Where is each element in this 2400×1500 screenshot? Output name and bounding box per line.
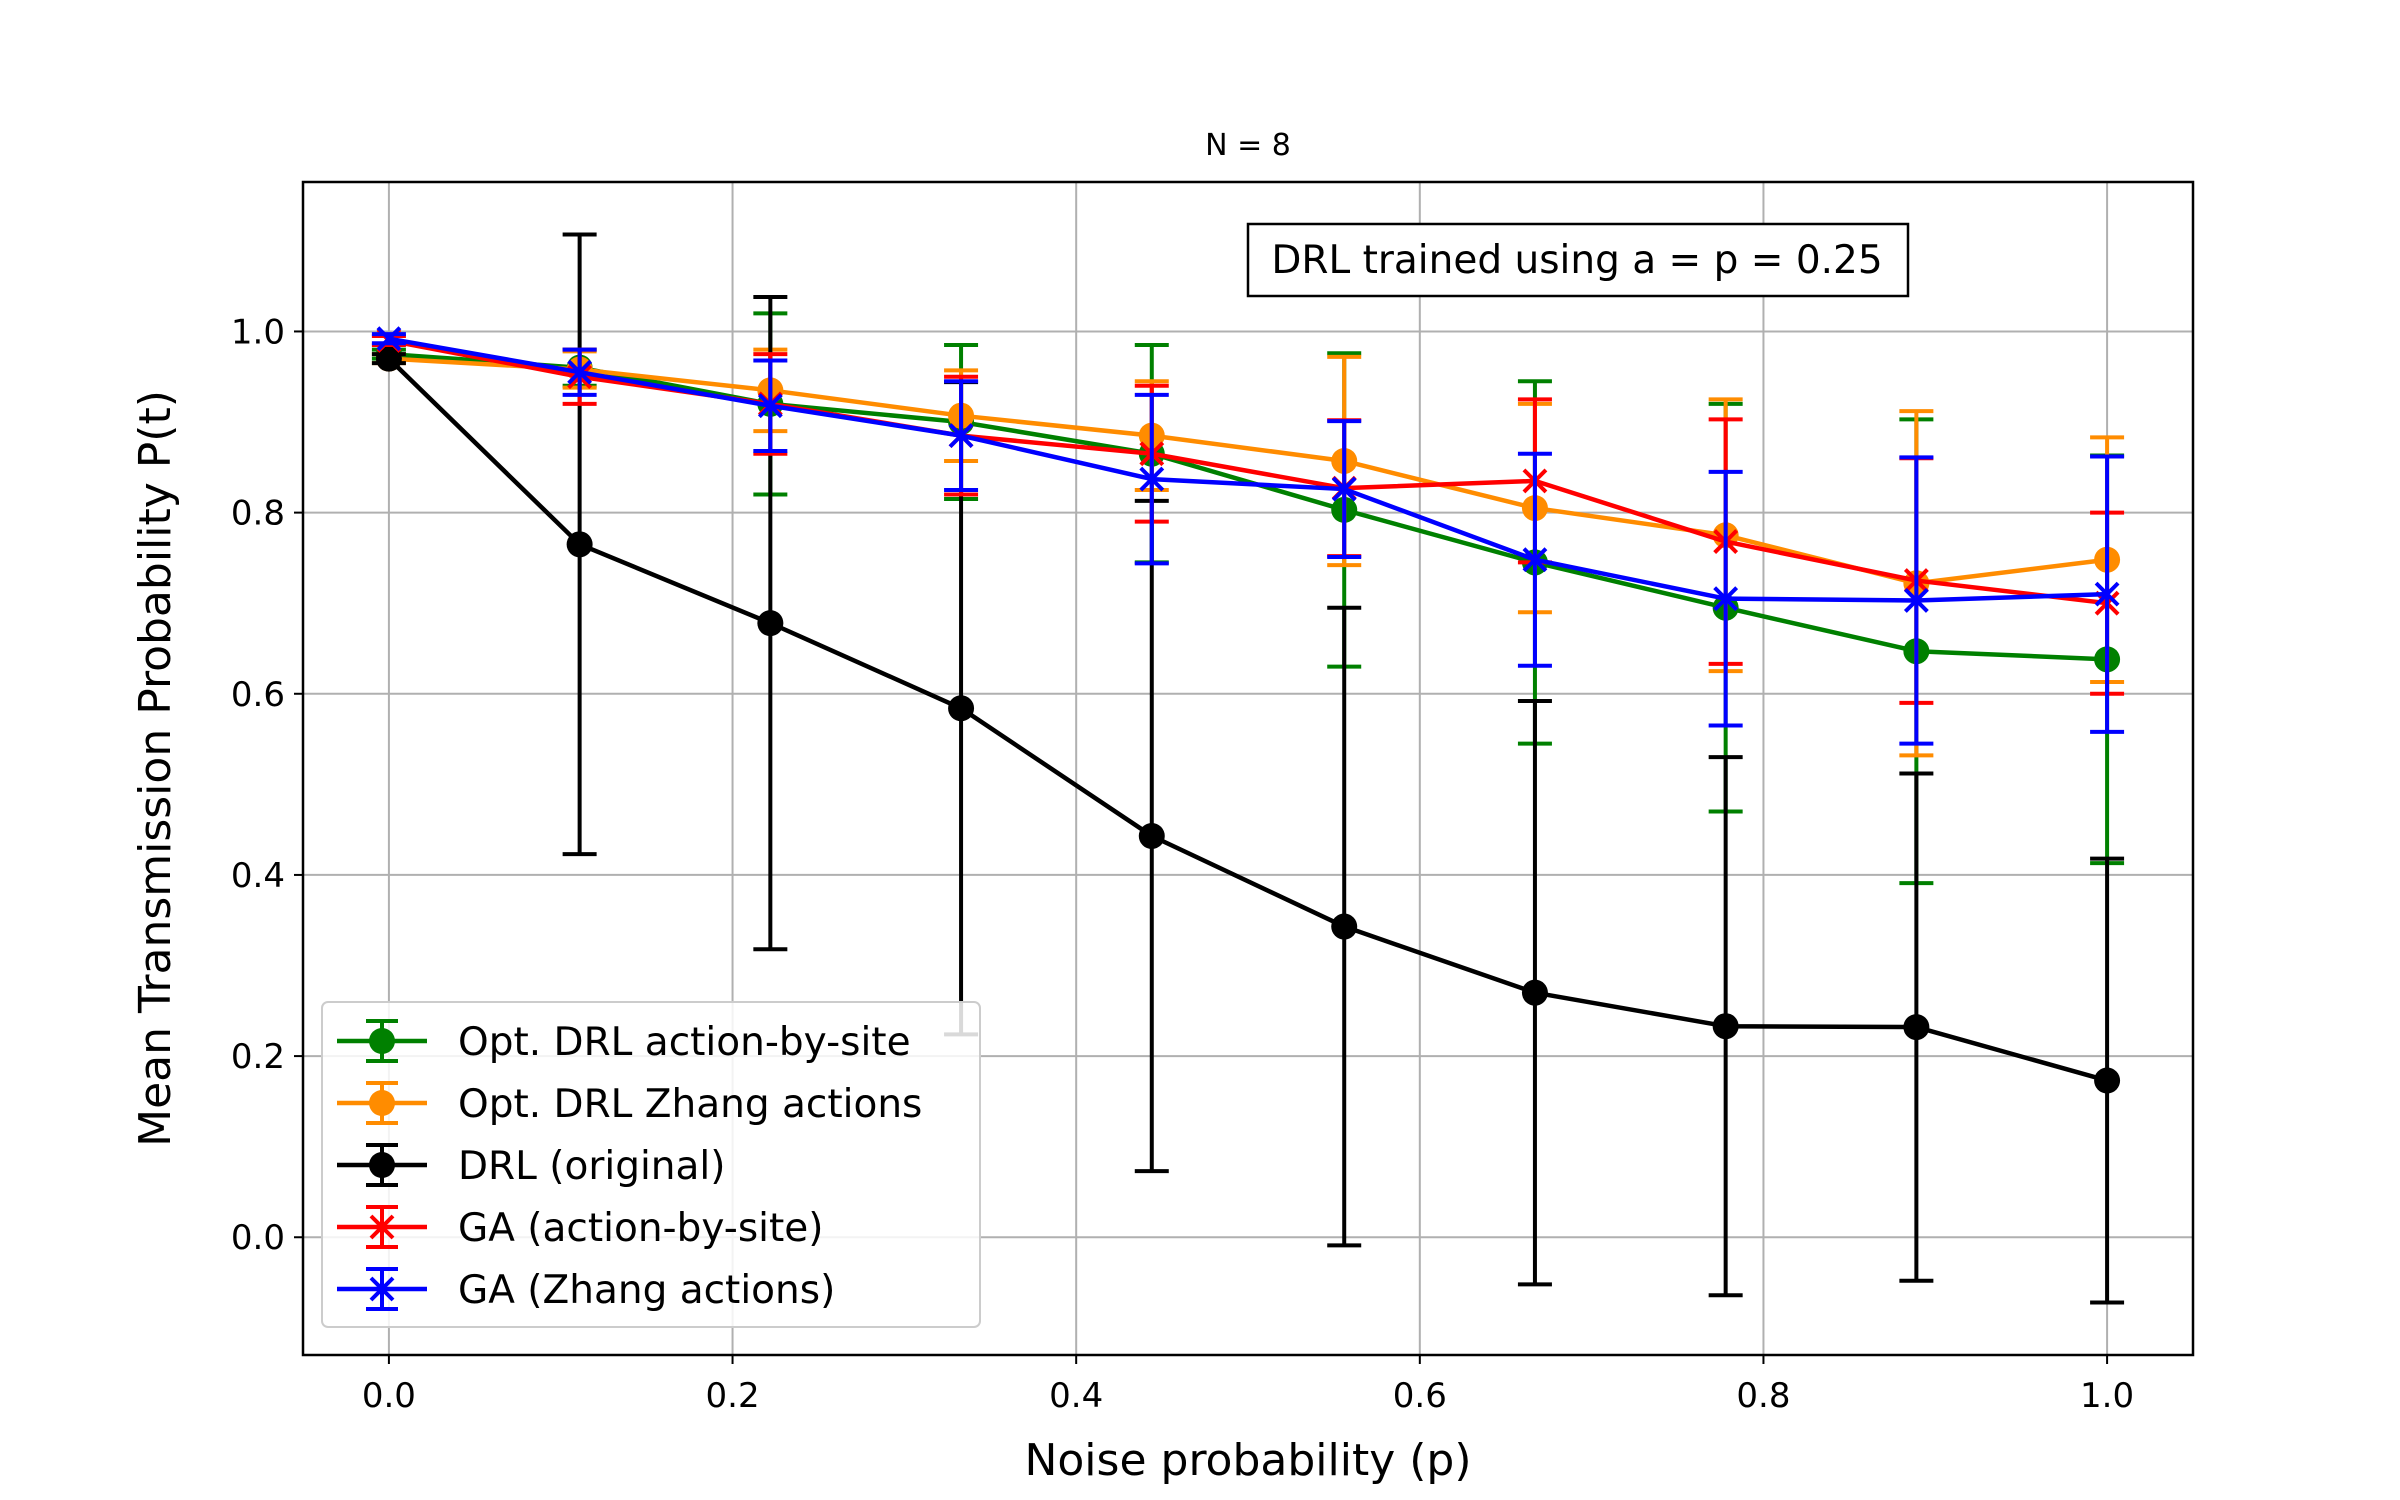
data-point [1331,913,1358,940]
annotation-box: DRL trained using a = p = 0.25 [1246,222,1910,298]
legend-label: Opt. DRL action-by-site [458,1020,911,1065]
y-tick-label: 0.0 [231,1218,285,1258]
x-tick-label: 0.8 [1736,1376,1790,1416]
y-tick-label: 0.2 [231,1037,285,1077]
x-tick-label: 0.4 [1049,1376,1103,1416]
data-point [757,610,784,637]
series-line [387,357,2108,1083]
data-point [1139,466,1165,492]
legend-marker [369,1214,395,1240]
annotation-text: DRL trained using a = p = 0.25 [1271,238,1882,283]
x-tick-label: 0.6 [1393,1376,1447,1416]
x-tick-label: 1.0 [2080,1376,2134,1416]
plot-frame [301,180,2195,1357]
data-point [566,531,593,558]
legend-marker [369,1276,395,1302]
chart-title: N = 8 [1205,128,1291,163]
legend-marker [369,1028,395,1054]
y-tick-label: 0.8 [231,494,285,534]
series-layer [371,232,2125,1305]
legend-frame [321,1001,981,1328]
data-point [375,345,402,372]
data-point [948,695,975,722]
legend-item: Opt. DRL Zhang actions [337,1081,922,1127]
y-tick-label: 0.4 [231,856,285,896]
legend-item: GA (action-by-site) [337,1205,824,1251]
data-point [1331,476,1357,502]
legend-item: Opt. DRL action-by-site [337,1019,911,1065]
legend: Opt. DRL action-by-site Opt. DRL Zhang ac… [321,1001,981,1328]
data-point [1903,1014,1930,1041]
x-axis-label: Noise probability (p) [1024,1435,1471,1486]
series-line [388,351,2108,662]
data-point [1522,547,1548,573]
axis-ticks: 0.0 0.2 0.4 0.6 0.8 1.0 0.0 0.2 0.4 0.6 0.8 1.0 [231,312,2134,1416]
data-point [1138,822,1165,849]
legend-marker [369,1152,395,1178]
data-point [1521,979,1548,1006]
y-tick-label: 1.0 [231,312,285,352]
legend-label: GA (action-by-site) [458,1206,824,1251]
y-tick-label: 0.6 [231,675,285,715]
series-line [388,336,2108,603]
y-axis-label: Mean Transmission Probability P(t) [130,390,181,1147]
data-point [757,393,783,419]
data-point [2094,1067,2121,1094]
data-point [1712,1013,1739,1040]
annotation-frame [1246,222,1910,298]
data-point [376,326,402,352]
data-point [2094,581,2120,607]
legend-item: DRL (original) [337,1143,725,1189]
data-point [948,423,974,449]
legend-label: Opt. DRL Zhang actions [458,1082,922,1127]
x-tick-label: 0.2 [706,1376,760,1416]
data-point [1903,588,1929,613]
series-4 [371,326,2125,746]
data-point [567,359,593,385]
data-point [1713,586,1739,612]
legend-marker [369,1090,395,1116]
legend-label: GA (Zhang actions) [458,1268,835,1313]
legend-label: DRL (original) [458,1144,725,1189]
legend-item: GA (Zhang actions) [337,1267,835,1313]
x-tick-label: 0.0 [362,1376,416,1416]
